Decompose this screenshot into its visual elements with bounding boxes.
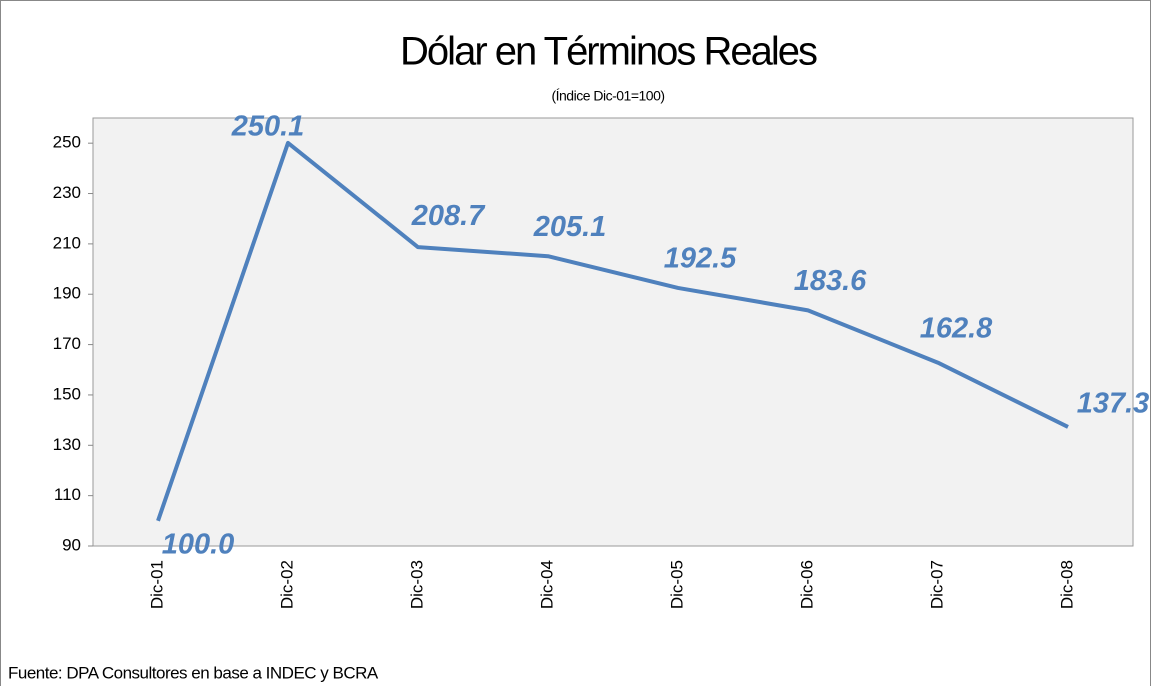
y-tick-label: 230 — [53, 183, 81, 202]
y-tick-label: 110 — [54, 485, 81, 504]
data-label: 100.0 — [162, 528, 235, 560]
y-tick-label: 130 — [53, 435, 81, 454]
data-label: 137.3 — [1077, 388, 1150, 420]
x-tick-label: Dic-06 — [797, 560, 816, 609]
y-tick-label: 210 — [53, 233, 81, 252]
x-tick-label: Dic-03 — [407, 560, 426, 609]
y-tick-label: 170 — [53, 334, 81, 353]
data-label: 205.1 — [533, 211, 607, 243]
x-tick-label: Dic-04 — [537, 560, 556, 609]
y-tick-label: 250 — [53, 133, 81, 152]
x-tick-label: Dic-02 — [277, 560, 296, 609]
x-tick-label: Dic-01 — [147, 560, 166, 609]
plot-area — [92, 117, 1134, 547]
x-tick-label: Dic-08 — [1057, 560, 1076, 609]
y-tick-label: 190 — [53, 284, 81, 303]
data-label: 208.7 — [411, 200, 486, 232]
y-tick-label: 150 — [53, 384, 81, 403]
data-label: 162.8 — [920, 312, 993, 344]
data-label: 192.5 — [664, 243, 737, 275]
x-tick-label: Dic-07 — [927, 560, 946, 609]
chart-subtitle: (Índice Dic-01=100) — [551, 88, 664, 104]
y-tick-label: 90 — [62, 535, 81, 554]
data-label: 183.6 — [794, 265, 867, 297]
x-tick-label: Dic-05 — [667, 560, 686, 609]
data-label: 250.1 — [231, 111, 305, 143]
source-note: Fuente: DPA Consultores en base a INDEC … — [8, 663, 379, 682]
series-line — [156, 140, 1069, 522]
chart-title: Dólar en Términos Reales — [400, 30, 817, 74]
